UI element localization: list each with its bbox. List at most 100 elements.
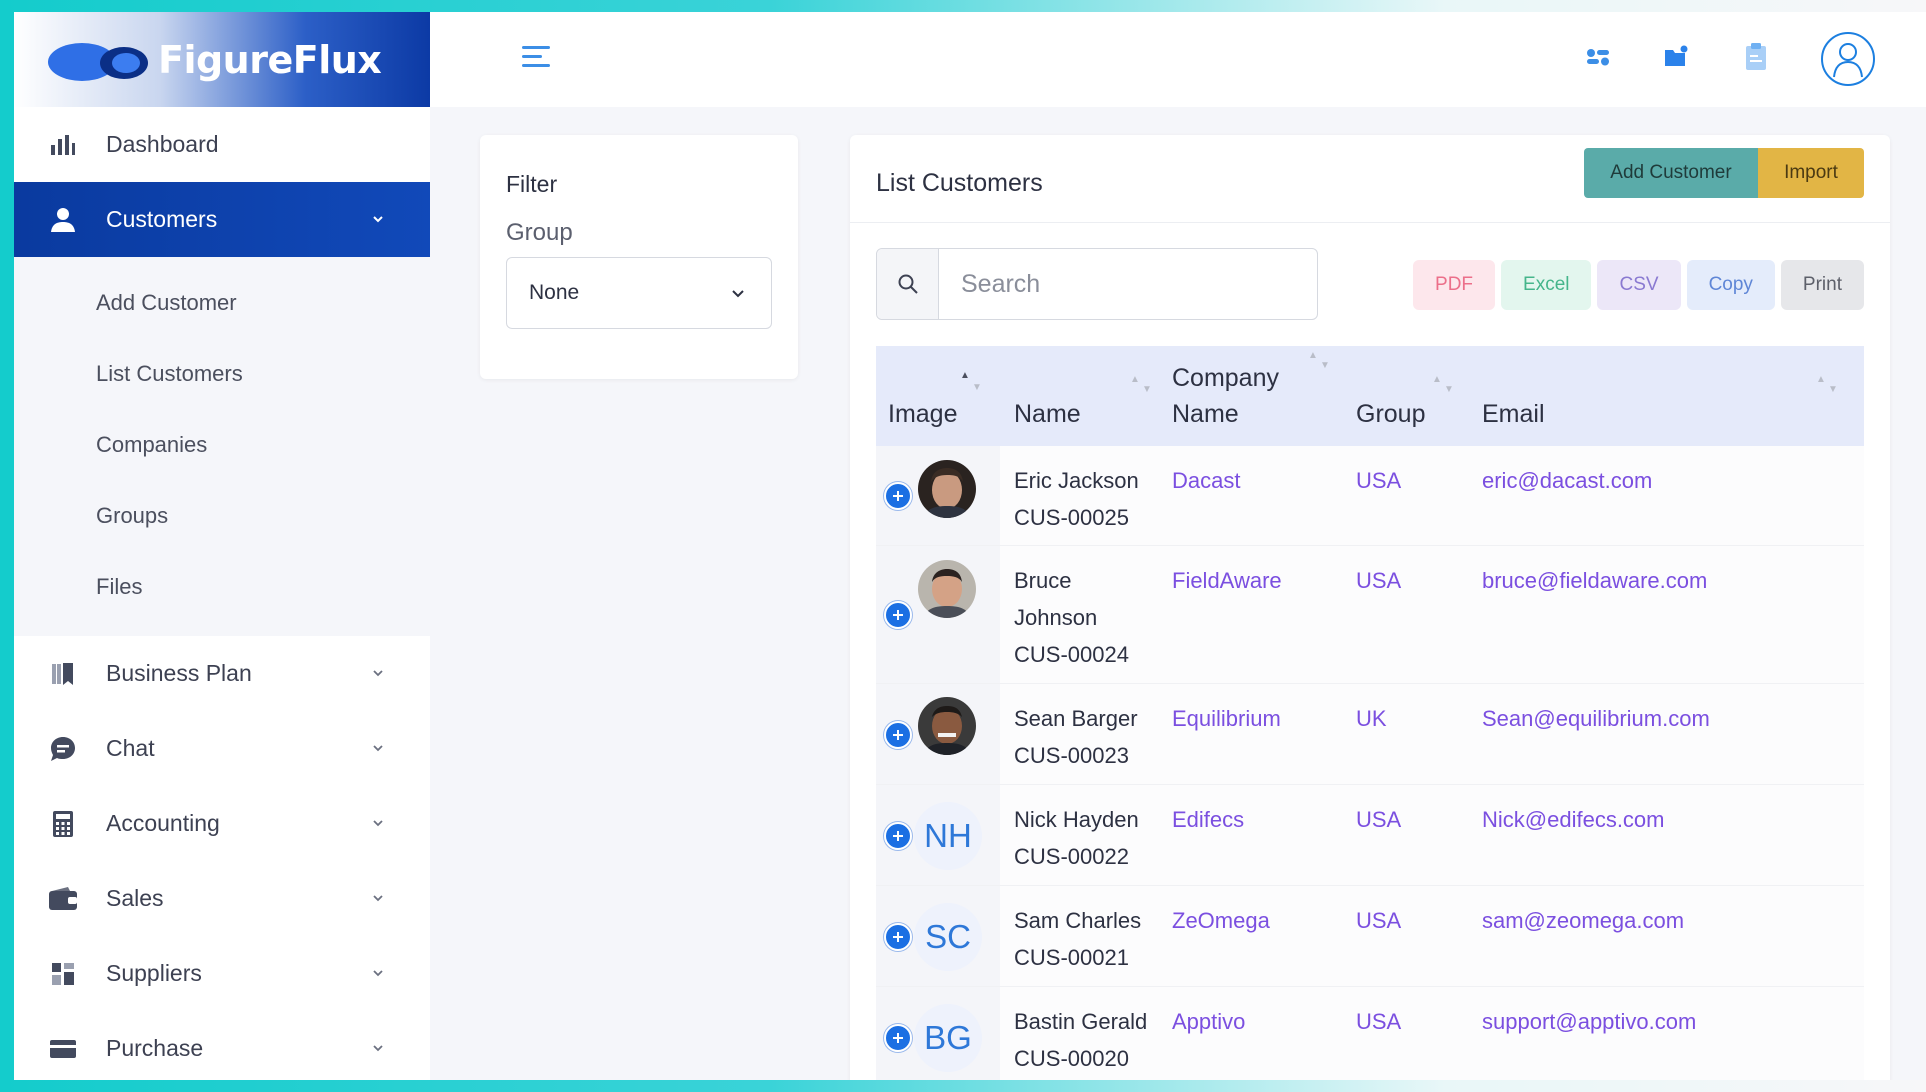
sort-asc-icon: ▲: [1130, 374, 1140, 385]
table-row[interactable]: NH Nick Hayden CUS-00022 Edifecs USA Nic…: [876, 785, 1864, 886]
export-csv-button[interactable]: CSV: [1597, 260, 1681, 310]
copy-button[interactable]: Copy: [1686, 260, 1775, 310]
brand-header[interactable]: FigureFlux: [14, 12, 430, 107]
company-link[interactable]: FieldAware: [1172, 568, 1282, 593]
brand-name: FigureFlux: [158, 37, 382, 82]
group-link[interactable]: USA: [1356, 568, 1402, 593]
expand-row-icon[interactable]: [884, 721, 912, 749]
table-row[interactable]: Bruce Johnson CUS-00024 FieldAware USA b…: [876, 546, 1864, 684]
company-link[interactable]: Dacast: [1172, 468, 1241, 493]
header-divider: [850, 222, 1890, 223]
group-link[interactable]: USA: [1356, 468, 1402, 493]
group-link[interactable]: UK: [1356, 706, 1387, 731]
chevron-down-icon: [368, 962, 388, 982]
customer-name-cell: Bastin Gerald CUS-00020: [1014, 1009, 1148, 1071]
customer-image-cell: BG: [876, 987, 1000, 1080]
customer-image-cell: NH: [876, 785, 1000, 885]
clipboard-icon[interactable]: [1741, 42, 1771, 72]
company-link[interactable]: ZeOmega: [1172, 908, 1270, 933]
user-icon: [48, 205, 78, 235]
sort-asc-icon: ▲: [1308, 350, 1318, 361]
export-pdf-button[interactable]: PDF: [1413, 260, 1496, 310]
company-link[interactable]: Edifecs: [1172, 807, 1245, 832]
sidebar-item-suppliers[interactable]: Suppliers: [14, 936, 430, 1011]
sidebar-item-dashboard[interactable]: Dashboard: [14, 107, 430, 182]
email-link[interactable]: eric@dacast.com: [1482, 468, 1653, 493]
add-customer-button[interactable]: Add Customer: [1584, 148, 1758, 198]
sort-asc-icon: ▲: [960, 370, 970, 381]
chat-icon: [48, 734, 78, 764]
group-filter-select[interactable]: None: [506, 257, 772, 329]
group-link[interactable]: USA: [1356, 1009, 1402, 1034]
column-header-name[interactable]: Name ▲ ▼: [1014, 374, 1152, 429]
group-filter-value: None: [529, 281, 580, 304]
user-profile-icon[interactable]: [1821, 32, 1875, 86]
sidebar-item-sales[interactable]: Sales: [14, 861, 430, 936]
sort-desc-icon: ▼: [972, 382, 982, 393]
company-link[interactable]: Equilibrium: [1172, 706, 1281, 731]
submenu-companies[interactable]: Companies: [96, 431, 208, 457]
submenu-add-customer[interactable]: Add Customer: [96, 289, 237, 315]
filter-title: Filter: [506, 171, 558, 197]
email-link[interactable]: bruce@fieldaware.com: [1482, 568, 1708, 593]
sidebar-item-label: Chat: [106, 735, 155, 761]
submenu-groups[interactable]: Groups: [96, 502, 169, 528]
email-link[interactable]: support@apptivo.com: [1482, 1009, 1697, 1034]
brand-logo-icon: [46, 38, 150, 82]
menu-toggle-icon[interactable]: [520, 42, 552, 72]
column-header-company-name[interactable]: Company Name ▲ ▼: [1172, 350, 1330, 429]
group-filter-label: Group: [506, 219, 573, 246]
customer-name-cell: Eric Jackson CUS-00025: [1014, 468, 1139, 530]
export-excel-button[interactable]: Excel: [1501, 260, 1592, 310]
sidebar-item-business-plan[interactable]: Business Plan: [14, 636, 430, 711]
table-row[interactable]: Sean Barger CUS-00023 Equilibrium UK Sea…: [876, 684, 1864, 785]
customer-image-cell: [876, 546, 1000, 683]
sidebar-item-customers[interactable]: Customers: [14, 182, 430, 257]
chevron-down-icon: [368, 887, 388, 907]
sidebar-item-label: Accounting: [106, 810, 220, 836]
column-header-email[interactable]: Email ▲ ▼: [1482, 374, 1838, 429]
submenu-list-customers[interactable]: List Customers: [96, 360, 243, 386]
customer-name-cell: Bruce Johnson CUS-00024: [1014, 568, 1129, 667]
table-row[interactable]: SC Sam Charles CUS-00021 ZeOmega USA sam…: [876, 886, 1864, 987]
sidebar-item-label: Dashboard: [106, 131, 219, 157]
company-link[interactable]: Apptivo: [1172, 1009, 1246, 1034]
customer-name-cell: Nick Hayden CUS-00022: [1014, 807, 1139, 869]
email-link[interactable]: sam@zeomega.com: [1482, 908, 1685, 933]
folder-notification-icon[interactable]: [1661, 42, 1691, 72]
expand-row-icon[interactable]: [884, 822, 912, 850]
sidebar-item-label: Purchase: [106, 1035, 204, 1061]
expand-row-icon[interactable]: [884, 923, 912, 951]
expand-row-icon[interactable]: [884, 482, 912, 510]
sort-asc-icon: ▲: [1816, 374, 1826, 385]
chevron-down-icon: [368, 1037, 388, 1057]
avatar: [918, 697, 976, 755]
column-header-group[interactable]: Group ▲ ▼: [1356, 374, 1454, 429]
expand-row-icon[interactable]: [884, 601, 912, 629]
column-header-image[interactable]: Image ▲ ▼: [888, 370, 982, 429]
group-link[interactable]: USA: [1356, 908, 1402, 933]
search-icon[interactable]: [877, 249, 939, 319]
search-input[interactable]: [939, 249, 1317, 319]
group-link[interactable]: USA: [1356, 807, 1402, 832]
expand-row-icon[interactable]: [884, 1024, 912, 1052]
chevron-down-icon: [368, 812, 388, 832]
toggle-settings-icon[interactable]: [1583, 42, 1613, 72]
sidebar-item-chat[interactable]: Chat: [14, 711, 430, 786]
sort-desc-icon: ▼: [1142, 384, 1152, 395]
table-header: Image ▲ ▼ Name ▲ ▼ Company Name ▲ ▼ Grou…: [876, 346, 1864, 446]
sidebar-item-accounting[interactable]: Accounting: [14, 786, 430, 861]
table-row[interactable]: BG Bastin Gerald CUS-00020 Apptivo USA s…: [876, 987, 1864, 1080]
email-link[interactable]: Sean@equilibrium.com: [1482, 706, 1710, 731]
import-button[interactable]: Import: [1758, 148, 1864, 198]
sidebar-item-label: Suppliers: [106, 960, 202, 986]
chevron-down-icon: [368, 662, 388, 682]
customer-image-cell: [876, 446, 1000, 545]
sidebar-item-label: Sales: [106, 885, 164, 911]
sidebar-item-purchase[interactable]: Purchase: [14, 1011, 430, 1080]
print-button[interactable]: Print: [1780, 260, 1864, 310]
email-link[interactable]: Nick@edifecs.com: [1482, 807, 1665, 832]
submenu-files[interactable]: Files: [96, 573, 143, 599]
table-row[interactable]: Eric Jackson CUS-00025 Dacast USA eric@d…: [876, 446, 1864, 546]
customers-submenu: Add Customer List Customers Companies Gr…: [14, 257, 430, 636]
